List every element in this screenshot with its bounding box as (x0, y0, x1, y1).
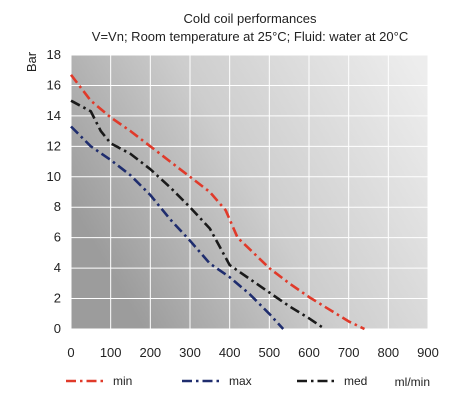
y-tick-label: 10 (47, 169, 61, 184)
grid-lines (70, 54, 429, 330)
plot-area (71, 55, 428, 329)
chart-subtitle: V=Vn; Room temperature at 25°C; Fluid: w… (92, 29, 408, 44)
x-tick-label: 0 (67, 345, 74, 360)
legend-label-max: max (229, 374, 252, 388)
legend-label-min: min (113, 374, 132, 388)
x-axis-unit-label: ml/min (395, 375, 430, 389)
legend: min max med (66, 374, 367, 388)
y-tick-label: 2 (54, 291, 61, 306)
x-tick-label: 100 (100, 345, 122, 360)
x-tick-label: 900 (417, 345, 439, 360)
x-tick-label: 500 (258, 345, 280, 360)
y-tick-label: 4 (54, 260, 61, 275)
legend-label-med: med (344, 374, 367, 388)
y-tick-label: 12 (47, 138, 61, 153)
x-tick-label: 300 (179, 345, 201, 360)
y-tick-label: 6 (54, 230, 61, 245)
y-axis-label: Bar (24, 51, 39, 72)
series-line-min (69, 74, 366, 331)
y-tick-label: 14 (47, 108, 61, 123)
x-tick-label: 800 (377, 345, 399, 360)
series-lines (69, 74, 366, 331)
x-tick-label: 400 (219, 345, 241, 360)
x-tick-label: 700 (338, 345, 360, 360)
x-tick-label: 600 (298, 345, 320, 360)
x-tick-label: 200 (139, 345, 161, 360)
y-tick-label: 8 (54, 199, 61, 214)
y-tick-label: 16 (47, 77, 61, 92)
series-line-med (70, 99, 326, 331)
chart-title: Cold coil performances (184, 11, 317, 26)
y-tick-label: 18 (47, 47, 61, 62)
series-line-max (70, 125, 285, 330)
x-axis-ticks: 0 100 200 300 400 500 600 700 800 900 (67, 345, 438, 360)
y-tick-label: 0 (54, 321, 61, 336)
y-axis-ticks: 0 2 4 6 8 10 12 14 16 18 (47, 47, 61, 336)
